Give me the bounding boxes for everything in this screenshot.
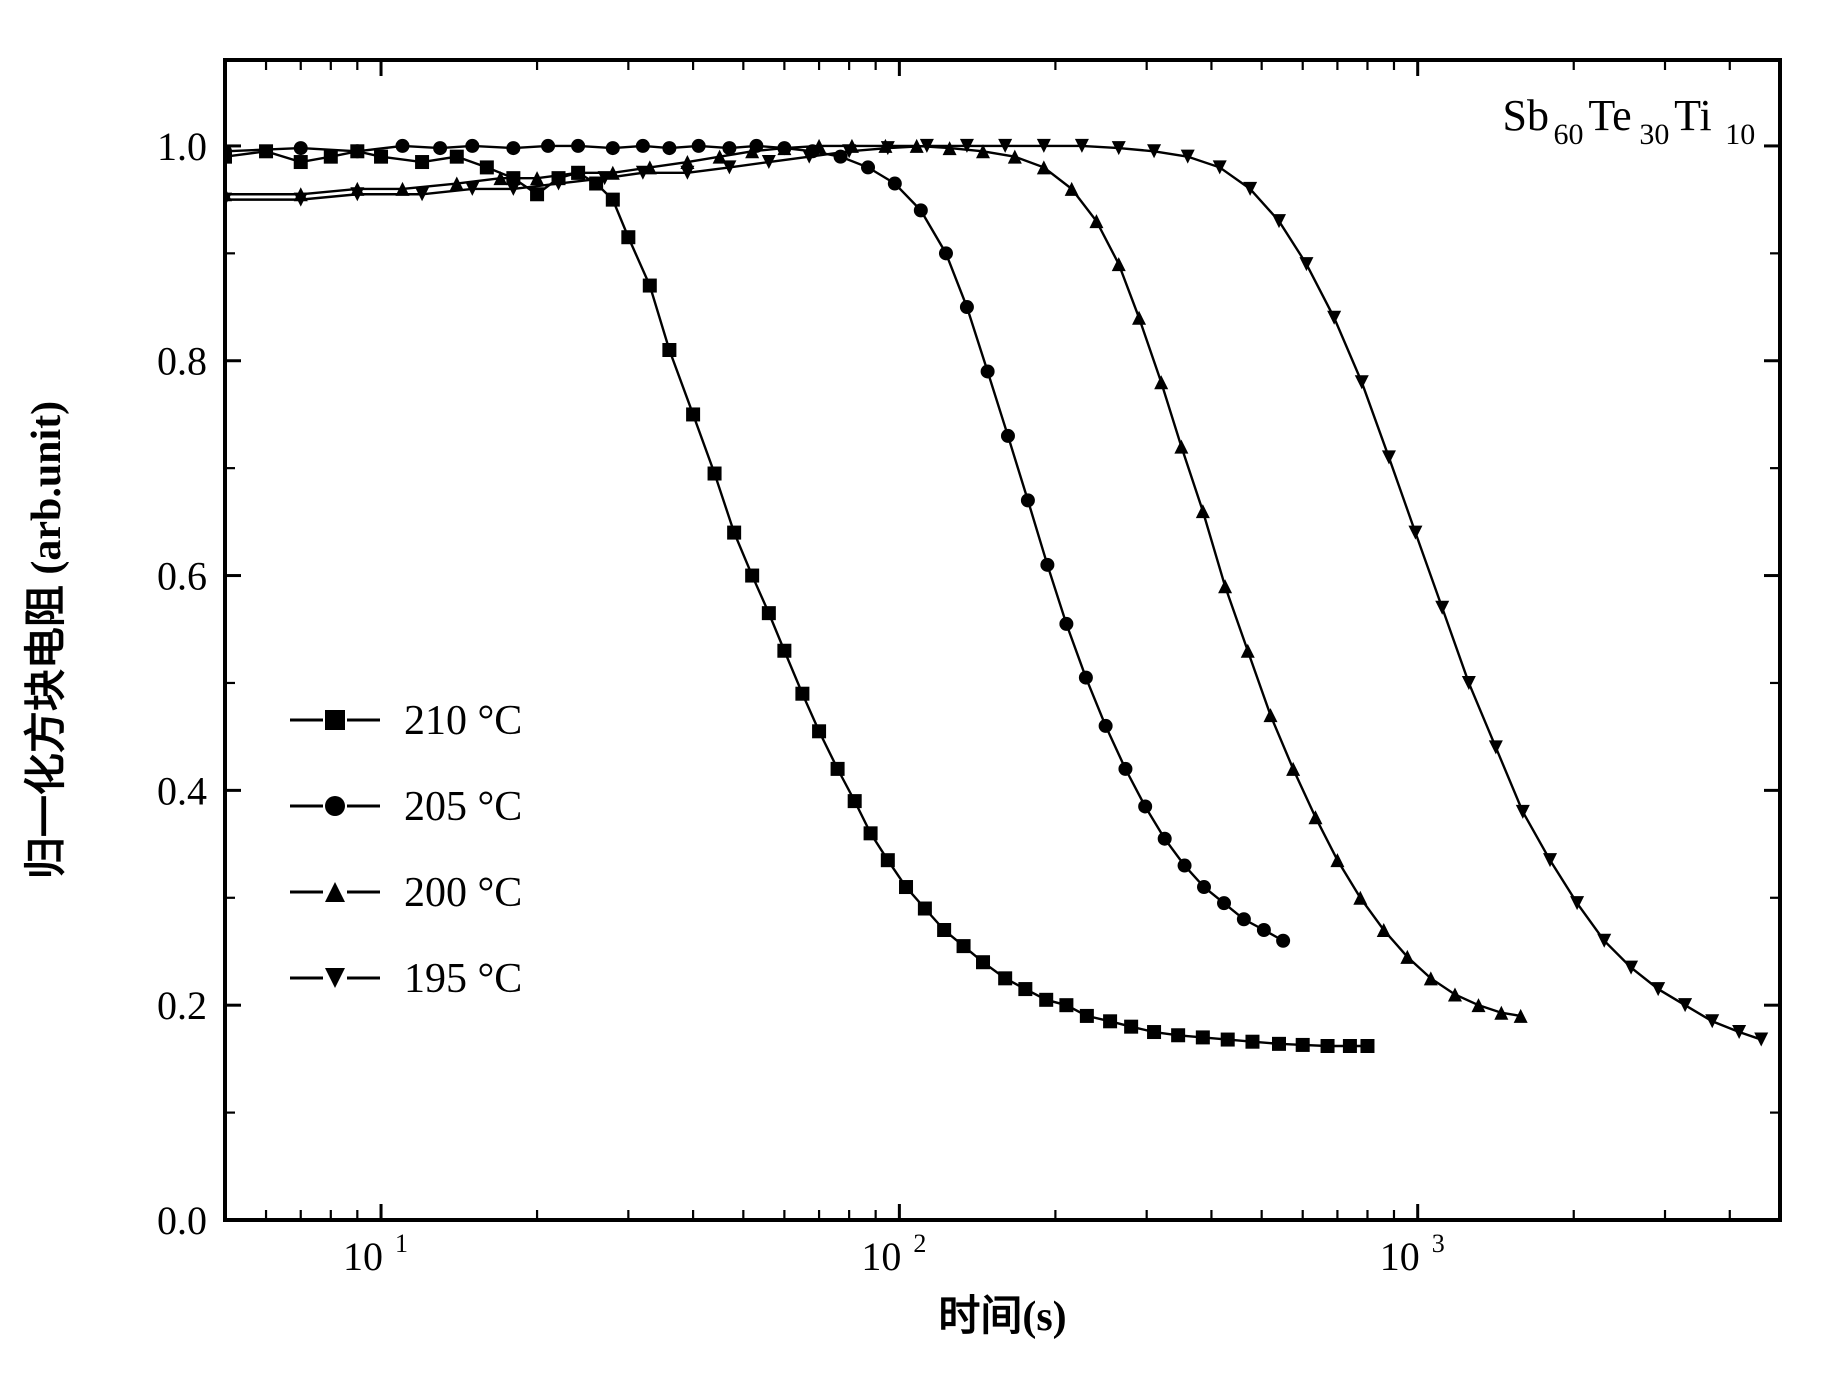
legend-item-label: 200 °C <box>404 870 522 916</box>
y-tick-label: 0.2 <box>157 983 207 1028</box>
annotation-text: Te <box>1588 91 1631 140</box>
y-tick-label: 0.8 <box>157 339 207 384</box>
x-tick-label-sup: 3 <box>1432 1229 1445 1258</box>
annotation-subscript: 60 <box>1554 118 1584 151</box>
legend-item-label: 210 °C <box>404 698 522 744</box>
x-tick-label: 10 <box>1380 1234 1420 1279</box>
chart-svg: 10 1 10 2 10 3 时间(s) 0.0 0.2 0.4 0.6 0.8 1.0 归一化方块电阻 … <box>0 0 1832 1386</box>
legend-item-label: 205 °C <box>404 784 522 830</box>
annotation-subscript: 30 <box>1639 118 1669 151</box>
x-tick-label: 10 <box>343 1234 383 1279</box>
x-tick-label-sup: 2 <box>913 1229 926 1258</box>
x-axis-label: 时间(s) <box>938 1293 1066 1340</box>
x-tick-label: 10 <box>861 1234 901 1279</box>
annotation-text: Sb <box>1502 91 1548 140</box>
y-tick-label: 0.4 <box>157 768 207 813</box>
y-axis-label: 归一化方块电阻 (arb.unit) <box>23 401 70 879</box>
annotation-subscript: 10 <box>1725 118 1755 151</box>
legend-item-label: 195 °C <box>404 956 522 1002</box>
y-tick-label: 0.6 <box>157 554 207 599</box>
annotation-text: Ti <box>1674 91 1712 140</box>
y-tick-label: 1.0 <box>157 124 207 169</box>
y-tick-label: 0.0 <box>157 1198 207 1243</box>
chart-figure: 10 1 10 2 10 3 时间(s) 0.0 0.2 0.4 0.6 0.8 1.0 归一化方块电阻 … <box>0 0 1832 1386</box>
x-tick-label-sup: 1 <box>395 1229 408 1258</box>
